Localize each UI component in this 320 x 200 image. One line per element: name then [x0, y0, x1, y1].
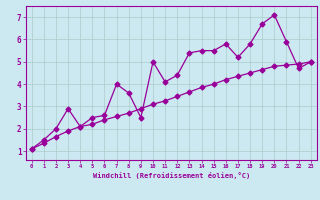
X-axis label: Windchill (Refroidissement éolien,°C): Windchill (Refroidissement éolien,°C): [92, 172, 250, 179]
